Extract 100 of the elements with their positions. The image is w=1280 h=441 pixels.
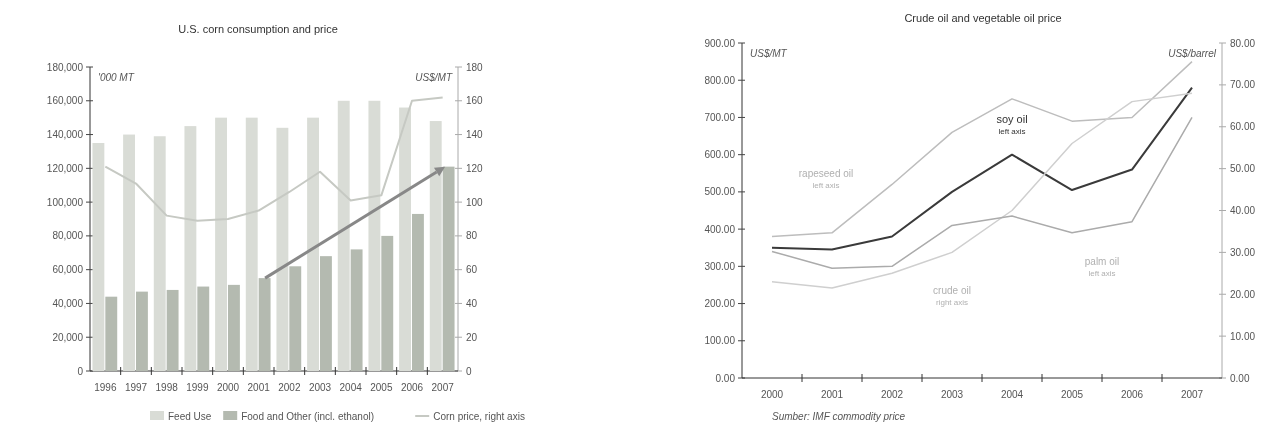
- bar: [289, 266, 302, 371]
- x-tick-label: 2003: [940, 389, 964, 400]
- y2-tick-label: 10.00: [1230, 330, 1256, 342]
- y2-tick-label: 100: [466, 196, 484, 208]
- y-tick-label: 0: [77, 365, 84, 377]
- text: palm oil: [1084, 255, 1120, 267]
- y2-tick-label: 40: [466, 297, 478, 309]
- y2-tick-label: 20.00: [1230, 288, 1256, 300]
- line-series: [104, 96, 444, 222]
- legend-label: Feed Use: [168, 411, 212, 422]
- bar: [197, 286, 210, 371]
- chart-title: U.S. corn consumption and price: [178, 23, 338, 35]
- bar: [123, 134, 135, 371]
- x-tick-label: 2007: [1180, 389, 1204, 400]
- x-tick-label: 1996: [94, 382, 117, 393]
- y-tick-label: 180,000: [46, 61, 84, 73]
- bar: [136, 291, 148, 371]
- legend-label: Food and Other (incl. ethanol): [241, 411, 375, 422]
- y2-axis-title: US$/MT: [415, 72, 453, 83]
- y2-tick-label: 30.00: [1230, 246, 1256, 258]
- bar: [276, 127, 289, 371]
- y-tick-label: 600.00: [704, 149, 736, 161]
- y2-tick-label: 180: [466, 61, 484, 73]
- y2-tick-label: 140: [466, 129, 484, 141]
- y2-tick-label: 0.00: [1230, 372, 1250, 384]
- bar: [153, 136, 166, 371]
- bar: [368, 100, 381, 371]
- y-tick-label: 0.00: [715, 372, 736, 384]
- annotation: left axis: [812, 180, 840, 190]
- bar: [320, 256, 332, 371]
- bar: [92, 143, 105, 371]
- y-axis-title: US$/MT: [750, 48, 788, 59]
- y2-tick-label: 50.00: [1230, 163, 1256, 175]
- x-tick-label: 2003: [308, 382, 332, 393]
- x-tick-label: 2004: [1000, 389, 1024, 400]
- bar: [307, 117, 319, 371]
- x-tick-label: 2001: [820, 389, 844, 400]
- y-tick-label: 700.00: [704, 111, 736, 123]
- x-tick-label: 1998: [155, 382, 179, 393]
- bar: [350, 249, 363, 371]
- x-tick-label: 1997: [124, 382, 148, 393]
- y-tick-label: 160,000: [46, 95, 84, 107]
- line-series: [771, 60, 1193, 238]
- x-tick-label: 2002: [880, 389, 904, 400]
- y-tick-label: 140,000: [46, 129, 84, 141]
- y2-tick-label: 80: [466, 230, 478, 242]
- y2-tick-label: 0: [466, 365, 472, 377]
- y-tick-label: 300.00: [704, 260, 736, 272]
- y2-axis-title: US$/barrel: [1168, 48, 1217, 59]
- x-tick-label: 2006: [400, 382, 424, 393]
- x-tick-label: 2000: [216, 382, 240, 393]
- x-tick-label: 2001: [247, 382, 271, 393]
- bar: [399, 107, 411, 371]
- line-series: [771, 116, 1193, 269]
- y-tick-label: 500.00: [704, 186, 736, 198]
- bar: [337, 100, 350, 371]
- x-tick-label: 2007: [431, 382, 455, 393]
- y-tick-label: 120,000: [46, 162, 84, 174]
- y-tick-label: 20,000: [52, 331, 84, 343]
- x-tick-label: 2000: [760, 389, 784, 400]
- x-tick-label: 2005: [370, 382, 393, 393]
- y-tick-label: 100.00: [704, 335, 736, 347]
- y-tick-label: 100,000: [46, 196, 84, 208]
- y2-tick-label: 60.00: [1230, 121, 1256, 133]
- x-tick-label: 2005: [1060, 389, 1084, 400]
- bar: [166, 289, 179, 371]
- y2-tick-label: 120: [466, 162, 484, 174]
- y2-tick-label: 80.00: [1230, 37, 1256, 49]
- bar: [245, 117, 258, 371]
- y-tick-label: 900.00: [704, 37, 736, 49]
- bar: [442, 166, 455, 371]
- y-tick-label: 80,000: [52, 230, 84, 242]
- text: Sumber: IMF commodity price: [772, 411, 906, 422]
- y2-tick-label: 60: [466, 264, 478, 276]
- y-axis-title: '000 MT: [98, 72, 135, 83]
- bar: [184, 126, 197, 371]
- x-tick-label: 2004: [339, 382, 363, 393]
- y2-tick-label: 40.00: [1230, 205, 1256, 216]
- y-tick-label: 800.00: [704, 74, 736, 86]
- chart-title: Crude oil and vegetable oil price: [904, 12, 1062, 24]
- y-tick-label: 40,000: [52, 297, 84, 309]
- text: crude oil: [933, 285, 971, 297]
- y2-tick-label: 20: [466, 331, 478, 343]
- y-tick-label: 200.00: [704, 298, 736, 310]
- bar: [215, 117, 227, 371]
- legend-label: Corn price, right axis: [433, 411, 525, 422]
- bar: [258, 278, 271, 371]
- annotation: left axis: [998, 126, 1026, 136]
- y-tick-label: 400.00: [704, 223, 736, 235]
- y-tick-label: 60,000: [52, 264, 84, 276]
- y2-tick-label: 70.00: [1230, 79, 1256, 91]
- annotation: left axis: [1088, 268, 1116, 278]
- bar: [228, 284, 240, 371]
- y2-tick-label: 160: [466, 95, 484, 107]
- bar: [381, 235, 394, 371]
- x-tick-label: 1999: [186, 382, 209, 393]
- bar: [412, 213, 424, 371]
- text: rapeseed oil: [798, 167, 854, 179]
- annotation: right axis: [935, 298, 969, 308]
- x-tick-label: 2006: [1120, 389, 1144, 400]
